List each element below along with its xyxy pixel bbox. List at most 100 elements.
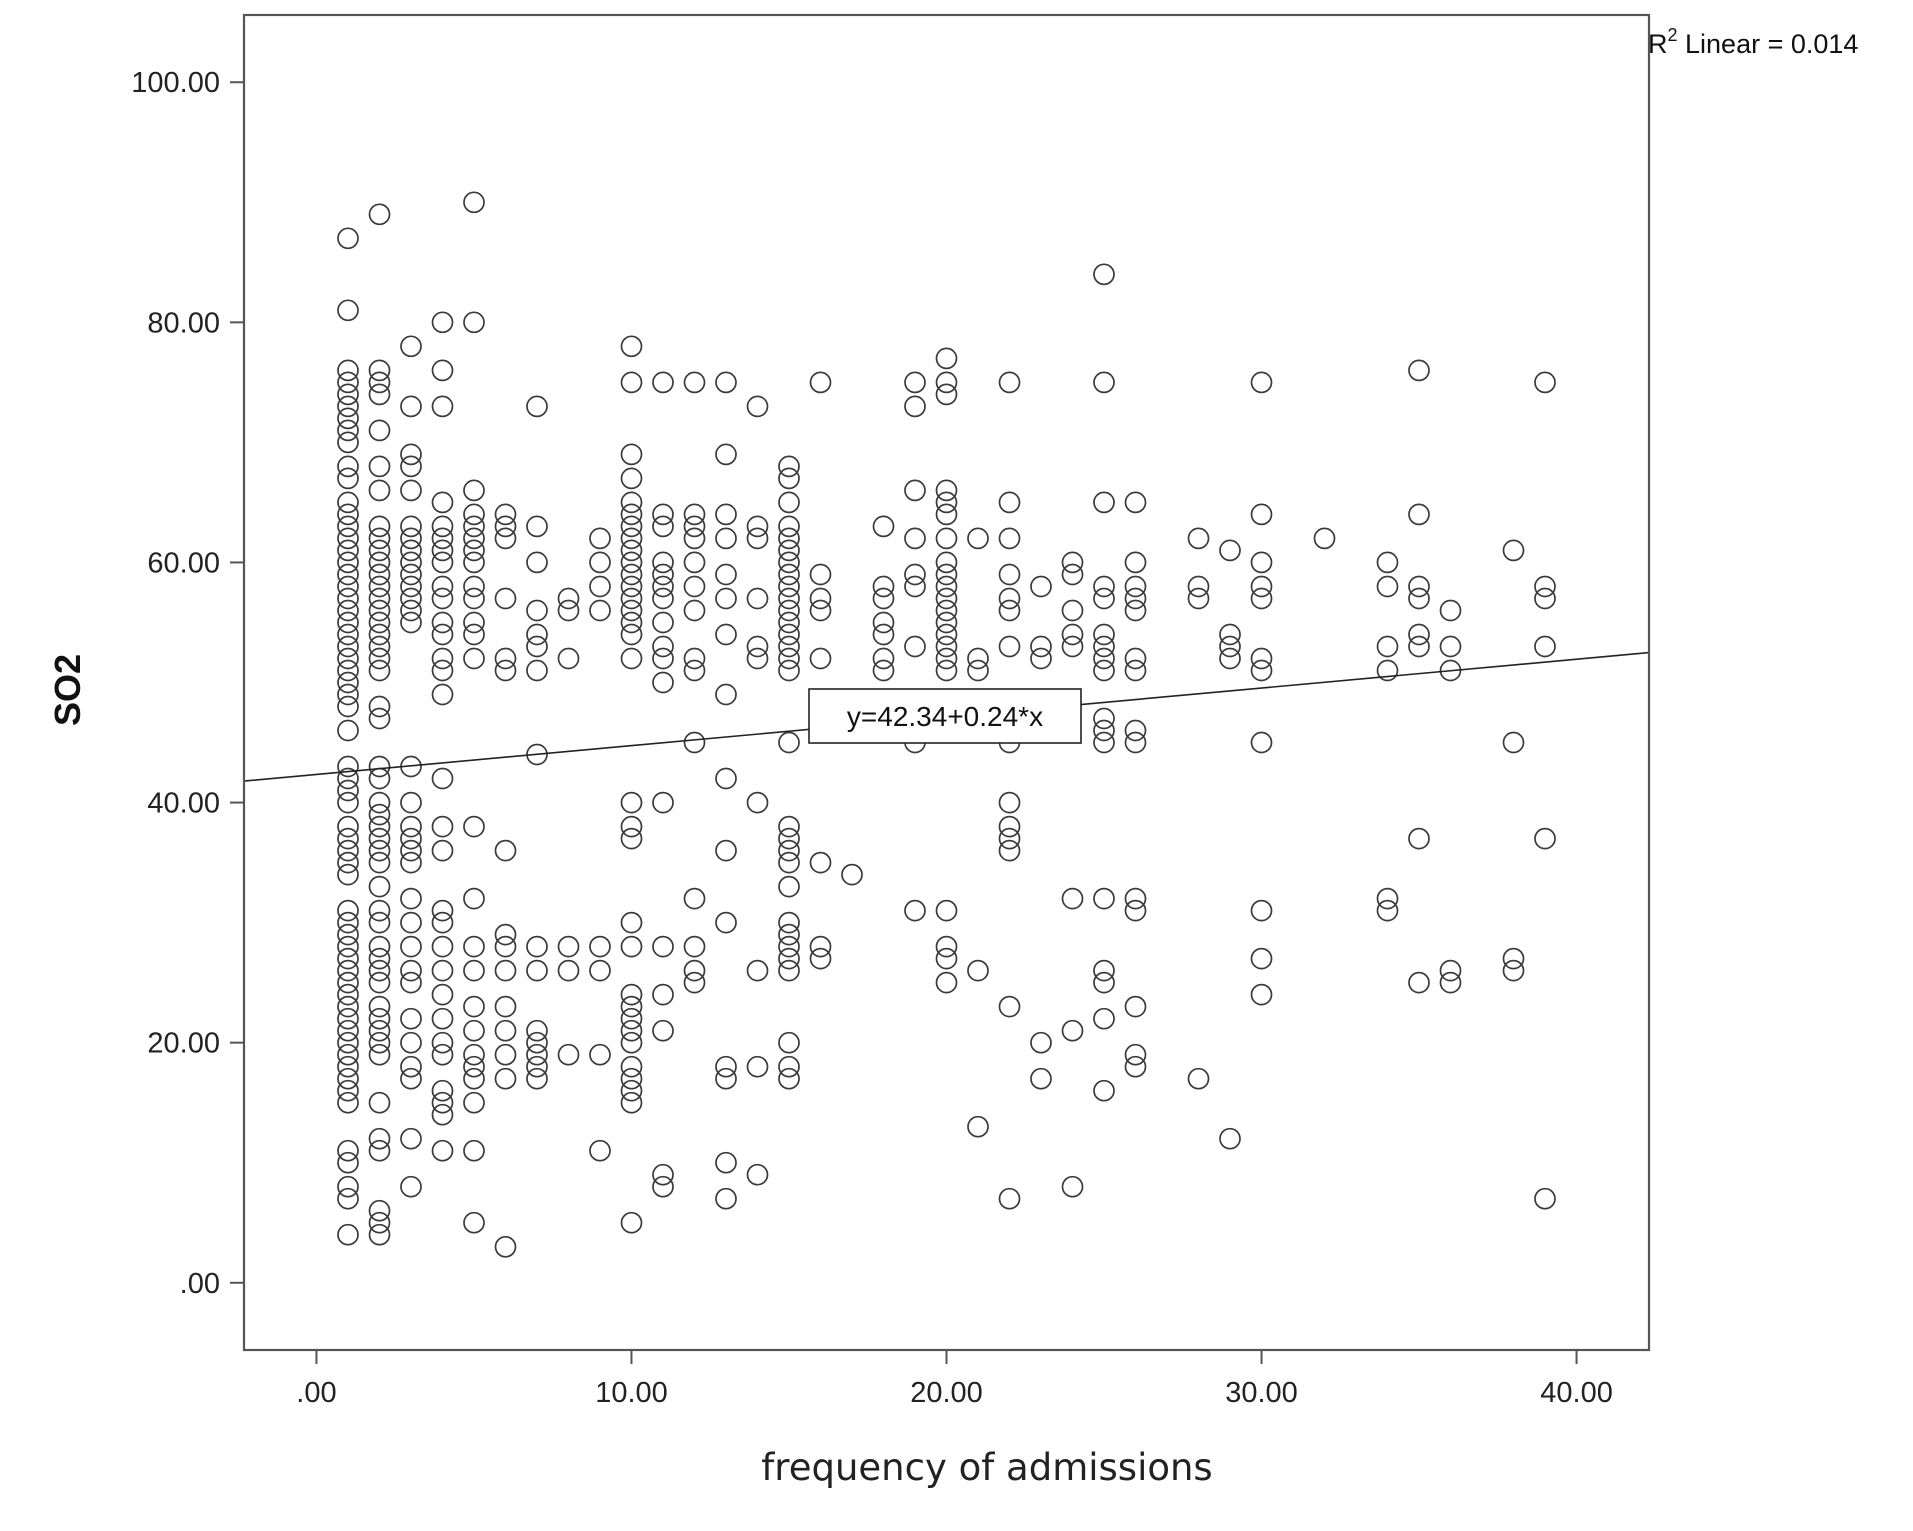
- data-point: [368, 1211, 391, 1234]
- data-point: [935, 947, 958, 970]
- data-point: [778, 959, 800, 982]
- data-point: [746, 395, 769, 418]
- data-point: [337, 1043, 359, 1066]
- data-point: [620, 599, 643, 622]
- data-point: [1250, 983, 1273, 1006]
- data-point: [778, 467, 800, 490]
- data-point: [1534, 587, 1556, 610]
- data-point: [1534, 371, 1556, 394]
- data-point: [998, 827, 1021, 850]
- data-point: [809, 599, 832, 622]
- data-point: [683, 647, 706, 670]
- data-point: [463, 575, 485, 598]
- y-axis-ticks: .00 20.00 40.00 60.00 80.00 100.00: [131, 67, 244, 1300]
- data-point: [494, 1043, 517, 1066]
- data-point: [1093, 731, 1115, 754]
- data-point: [337, 755, 359, 778]
- data-point: [337, 851, 359, 874]
- data-point: [652, 371, 674, 394]
- data-point: [1219, 623, 1241, 646]
- data-point: [1061, 551, 1084, 574]
- data-point: [967, 959, 989, 982]
- data-point: [1250, 587, 1273, 610]
- data-point: [400, 851, 422, 874]
- data-point: [1187, 587, 1210, 610]
- data-point: [809, 647, 832, 670]
- r-squared-superscript: 2: [1668, 25, 1678, 45]
- data-point: [1376, 551, 1399, 574]
- data-point: [526, 515, 548, 538]
- data-point: [904, 395, 926, 418]
- data-point: [526, 959, 548, 982]
- data-point: [337, 959, 359, 982]
- data-point: [494, 587, 517, 610]
- data-point: [778, 587, 800, 610]
- data-point: [557, 935, 580, 958]
- data-point: [337, 767, 359, 790]
- data-point: [715, 371, 737, 394]
- data-point: [1439, 959, 1462, 982]
- data-point: [1124, 887, 1147, 910]
- y-tick-label: 60.00: [147, 547, 220, 579]
- data-point: [337, 1031, 359, 1054]
- data-point: [1093, 1079, 1115, 1102]
- data-point: [620, 1019, 643, 1042]
- data-point: [368, 359, 391, 382]
- data-point: [683, 599, 706, 622]
- data-point: [368, 575, 391, 598]
- data-point: [620, 1079, 643, 1102]
- data-point: [1061, 887, 1084, 910]
- data-point: [746, 587, 769, 610]
- data-point: [1124, 491, 1147, 514]
- data-point: [1439, 971, 1462, 994]
- data-point: [400, 335, 422, 358]
- data-point: [368, 1091, 391, 1114]
- data-point: [337, 1067, 359, 1090]
- data-point: [620, 935, 643, 958]
- data-point: [337, 587, 359, 610]
- data-point: [620, 827, 643, 850]
- data-point: [337, 395, 359, 418]
- data-point: [368, 959, 391, 982]
- data-point: [683, 731, 706, 754]
- data-point: [463, 1211, 485, 1234]
- data-point: [337, 407, 359, 430]
- data-point: [715, 839, 737, 862]
- data-point: [935, 611, 958, 634]
- data-point: [620, 491, 643, 514]
- data-point: [337, 383, 359, 406]
- data-point: [1219, 1127, 1241, 1150]
- data-point: [652, 1163, 674, 1186]
- data-point: [778, 911, 800, 934]
- data-point: [620, 539, 643, 562]
- data-point: [400, 959, 422, 982]
- x-tick-label: 40.00: [1540, 1377, 1613, 1409]
- data-point: [400, 587, 422, 610]
- data-point: [463, 1139, 485, 1162]
- data-point: [1408, 503, 1430, 526]
- data-point: [778, 827, 800, 850]
- data-point: [1124, 1043, 1147, 1066]
- data-point: [778, 1055, 800, 1078]
- data-point: [715, 563, 737, 586]
- data-point: [1219, 539, 1241, 562]
- data-point: [589, 935, 611, 958]
- data-point: [935, 383, 958, 406]
- data-point: [400, 887, 422, 910]
- data-point: [620, 371, 643, 394]
- data-point: [337, 563, 359, 586]
- data-point: [431, 839, 454, 862]
- data-point: [431, 359, 454, 382]
- data-point: [494, 503, 517, 526]
- data-point: [526, 623, 548, 646]
- data-point: [337, 1055, 359, 1078]
- data-point: [1093, 971, 1115, 994]
- data-point: [337, 779, 359, 802]
- data-point: [1376, 899, 1399, 922]
- data-point: [337, 359, 359, 382]
- data-point: [1030, 647, 1052, 670]
- data-point: [400, 575, 422, 598]
- data-point: [337, 371, 359, 394]
- data-point: [998, 491, 1021, 514]
- data-point: [872, 647, 895, 670]
